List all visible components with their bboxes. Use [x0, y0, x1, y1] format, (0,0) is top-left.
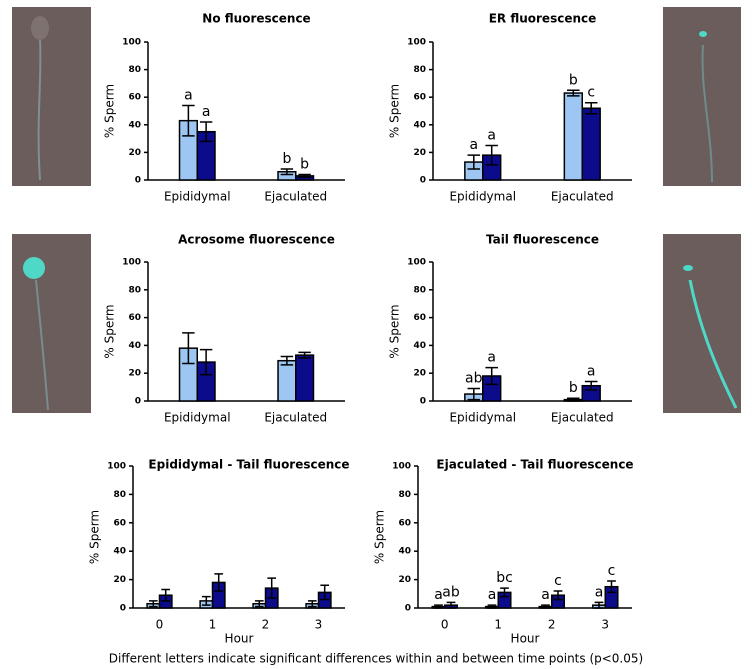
bar: [296, 355, 314, 401]
chart-title: ER fluorescence: [489, 12, 597, 26]
y-axis-label: % Sperm: [103, 84, 117, 138]
y-tick-label: 100: [392, 462, 411, 472]
x-axis-label: Hour: [225, 632, 254, 646]
significance-letter: b: [569, 380, 578, 396]
y-tick-label: 100: [122, 258, 141, 268]
y-tick-label: 80: [128, 285, 141, 295]
chart-title: Tail fluorescence: [486, 233, 599, 247]
significance-letter: b: [282, 151, 291, 167]
x-tick-label: 0: [156, 618, 164, 632]
y-axis-label: % Sperm: [388, 84, 402, 138]
x-tick-label: Epididymal: [164, 190, 231, 204]
y-tick-label: 40: [413, 120, 426, 130]
significance-letter: c: [587, 85, 595, 101]
x-tick-label: Epididymal: [449, 190, 516, 204]
significance-letter: b: [569, 72, 578, 88]
y-tick-label: 0: [420, 176, 426, 186]
y-tick-label: 100: [407, 258, 426, 268]
significance-letter: ab: [442, 584, 460, 600]
x-tick-label: Epididymal: [449, 411, 516, 425]
y-axis-label: % Sperm: [88, 510, 102, 564]
y-axis-label: % Sperm: [388, 304, 402, 358]
bar: [278, 361, 296, 401]
x-tick-label: Ejaculated: [551, 411, 614, 425]
chart-title: Epididymal - Tail fluorescence: [148, 458, 349, 472]
y-tick-label: 0: [420, 397, 426, 407]
y-tick-label: 80: [413, 65, 426, 75]
y-tick-label: 20: [113, 575, 126, 585]
significance-letter: a: [487, 350, 496, 366]
micrograph-er-fluorescence: [663, 7, 741, 186]
y-tick-label: 60: [113, 518, 126, 528]
micrograph-acrosome-fluorescence: [12, 234, 91, 413]
chart-title: Ejaculated - Tail fluorescence: [436, 458, 633, 472]
y-tick-label: 20: [398, 575, 411, 585]
x-tick-label: Epididymal: [164, 411, 231, 425]
significance-letter: bc: [496, 570, 513, 586]
y-tick-label: 60: [128, 313, 141, 323]
significance-letter: a: [595, 584, 604, 600]
y-axis-label: % Sperm: [373, 510, 387, 564]
significance-letter: a: [202, 104, 211, 120]
significance-letter: a: [587, 364, 596, 380]
y-tick-label: 80: [128, 65, 141, 75]
x-tick-label: 0: [441, 618, 449, 632]
y-tick-label: 80: [113, 490, 126, 500]
y-tick-label: 100: [122, 38, 141, 48]
bar: [564, 93, 582, 180]
y-tick-label: 80: [398, 490, 411, 500]
significance-letter: a: [487, 128, 496, 144]
significance-letter: a: [184, 87, 193, 103]
y-axis-label: % Sperm: [103, 304, 117, 358]
x-tick-label: Ejaculated: [264, 411, 327, 425]
significance-letter: c: [608, 563, 616, 579]
y-tick-label: 0: [120, 604, 126, 614]
y-tick-label: 100: [107, 462, 126, 472]
chart-title: No fluorescence: [202, 12, 310, 26]
bar: [582, 108, 600, 180]
figure: Different letters indicate significant d…: [0, 0, 752, 669]
y-tick-label: 40: [398, 547, 411, 557]
significance-letter: c: [554, 573, 562, 589]
significance-letter: b: [300, 156, 309, 172]
y-tick-label: 100: [407, 38, 426, 48]
significance-letter: ab: [465, 370, 483, 386]
micrograph-tail-fluorescence: [663, 234, 741, 413]
micrograph-no-fluorescence: [12, 7, 91, 186]
y-tick-label: 60: [128, 93, 141, 103]
y-tick-label: 80: [413, 285, 426, 295]
y-tick-label: 40: [128, 120, 141, 130]
y-tick-label: 20: [413, 369, 426, 379]
x-tick-label: Ejaculated: [551, 190, 614, 204]
x-tick-label: 1: [209, 618, 217, 632]
y-tick-label: 20: [128, 369, 141, 379]
caption: Different letters indicate significant d…: [109, 652, 643, 666]
chart-title: Acrosome fluorescence: [178, 233, 335, 247]
y-tick-label: 60: [398, 518, 411, 528]
y-tick-label: 60: [413, 93, 426, 103]
y-tick-label: 0: [135, 397, 141, 407]
x-axis-label: Hour: [511, 632, 540, 646]
x-tick-label: 3: [601, 618, 609, 632]
x-tick-label: 2: [548, 618, 556, 632]
significance-letter: a: [469, 137, 478, 153]
significance-letter: a: [541, 587, 550, 603]
significance-letter: a: [488, 587, 497, 603]
y-tick-label: 20: [128, 148, 141, 158]
y-tick-label: 40: [113, 547, 126, 557]
y-tick-label: 20: [413, 148, 426, 158]
x-tick-label: 1: [494, 618, 502, 632]
x-tick-label: 2: [262, 618, 270, 632]
y-tick-label: 60: [413, 313, 426, 323]
y-tick-label: 40: [128, 341, 141, 351]
y-tick-label: 40: [413, 341, 426, 351]
y-tick-label: 0: [135, 176, 141, 186]
y-tick-label: 0: [405, 604, 411, 614]
x-tick-label: Ejaculated: [264, 190, 327, 204]
x-tick-label: 3: [315, 618, 323, 632]
